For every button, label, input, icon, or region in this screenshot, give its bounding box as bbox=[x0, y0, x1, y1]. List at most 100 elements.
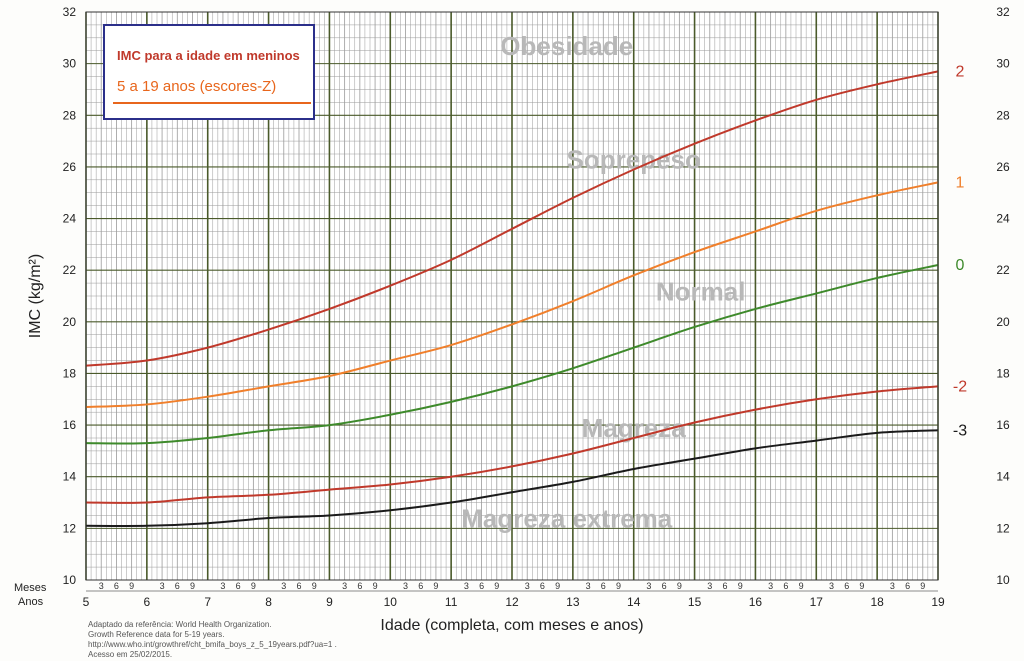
y-tick-label-right: 10 bbox=[996, 573, 1010, 587]
month-tick-label: 9 bbox=[190, 581, 195, 591]
y-tick-label: 14 bbox=[63, 470, 77, 484]
footnote-line: http://www.who.int/growthref/cht_bmifa_b… bbox=[88, 640, 337, 649]
plot-frame bbox=[85, 11, 939, 581]
month-tick-label: 6 bbox=[114, 581, 119, 591]
month-tick-label: 9 bbox=[373, 581, 378, 591]
x-axis-title: Idade (completa, com meses e anos) bbox=[380, 617, 643, 634]
month-tick-label: 3 bbox=[768, 581, 773, 591]
x-tick-label: 8 bbox=[265, 595, 272, 609]
region-label: Magreza extrema bbox=[461, 503, 673, 533]
x-tick-label: 17 bbox=[810, 595, 824, 609]
series-line bbox=[85, 70, 939, 367]
y-axis-title: IMC (kg/m²) bbox=[27, 254, 44, 338]
series-line bbox=[85, 429, 939, 527]
month-tick-label: 6 bbox=[662, 581, 667, 591]
month-tick-label: 6 bbox=[418, 581, 423, 591]
y-tick-label-right: 14 bbox=[996, 470, 1010, 484]
month-tick-label: 3 bbox=[707, 581, 712, 591]
y-tick-label: 32 bbox=[63, 5, 77, 19]
month-tick-label: 6 bbox=[357, 581, 362, 591]
region-label: Obesidade bbox=[500, 31, 633, 61]
y-tick-label-right: 28 bbox=[996, 108, 1010, 122]
footnote-line: Growth Reference data for 5-19 years. bbox=[88, 630, 225, 639]
series-label: 1 bbox=[956, 174, 965, 191]
month-tick-label: 6 bbox=[722, 581, 727, 591]
x-tick-label: 5 bbox=[83, 595, 90, 609]
month-tick-label: 3 bbox=[99, 581, 104, 591]
y-tick-label: 22 bbox=[63, 263, 77, 277]
series-line bbox=[85, 385, 939, 504]
month-tick-label: 3 bbox=[646, 581, 651, 591]
month-tick-label: 9 bbox=[677, 581, 682, 591]
month-tick-label: 9 bbox=[494, 581, 499, 591]
source-footnote: Adaptado da referência: World Health Org… bbox=[88, 620, 337, 660]
month-tick-label: 9 bbox=[251, 581, 256, 591]
month-tick-label: 6 bbox=[175, 581, 180, 591]
series-line bbox=[85, 264, 939, 445]
y-tick-label: 20 bbox=[63, 315, 77, 329]
month-tick-label: 6 bbox=[601, 581, 606, 591]
month-tick-label: 9 bbox=[799, 581, 804, 591]
month-tick-label: 6 bbox=[540, 581, 545, 591]
month-tick-label: 9 bbox=[616, 581, 621, 591]
month-tick-label: 6 bbox=[844, 581, 849, 591]
footnote-line: Acesso em 25/02/2015. bbox=[88, 650, 173, 659]
y-tick-label-right: 26 bbox=[996, 160, 1010, 174]
y-tick-label-right: 20 bbox=[996, 315, 1010, 329]
x-tick-label: 9 bbox=[326, 595, 333, 609]
month-tick-label: 3 bbox=[586, 581, 591, 591]
y-tick-label-right: 32 bbox=[996, 5, 1010, 19]
y-tick-label: 10 bbox=[63, 573, 77, 587]
month-tick-label: 9 bbox=[555, 581, 560, 591]
month-tick-label: 9 bbox=[738, 581, 743, 591]
chart-subtitle: 5 a 19 anos (escores-Z) bbox=[117, 78, 277, 95]
month-tick-label: 3 bbox=[829, 581, 834, 591]
month-tick-label: 6 bbox=[479, 581, 484, 591]
month-tick-label: 9 bbox=[433, 581, 438, 591]
chart-title: IMC para a idade em meninos bbox=[117, 48, 300, 63]
month-tick-label: 3 bbox=[403, 581, 408, 591]
y-tick-label: 24 bbox=[63, 212, 77, 226]
y-tick-label: 12 bbox=[63, 521, 77, 535]
x-tick-label: 14 bbox=[627, 595, 641, 609]
month-tick-label: 6 bbox=[905, 581, 910, 591]
x-tick-label: 15 bbox=[688, 595, 702, 609]
x-tick-label: 12 bbox=[505, 595, 519, 609]
y-tick-label-right: 22 bbox=[996, 263, 1010, 277]
month-tick-label: 6 bbox=[296, 581, 301, 591]
footnote-line: Adaptado da referência: World Health Org… bbox=[88, 620, 272, 629]
y-tick-label: 16 bbox=[63, 418, 77, 432]
x-tick-label: 16 bbox=[749, 595, 763, 609]
y-tick-label-right: 12 bbox=[996, 521, 1010, 535]
y-tick-label-right: 30 bbox=[996, 57, 1010, 71]
months-row-label: Meses bbox=[14, 582, 47, 594]
month-tick-label: 3 bbox=[525, 581, 530, 591]
y-tick-label: 30 bbox=[63, 57, 77, 71]
years-row-label: Anos bbox=[18, 596, 44, 608]
x-tick-label: 18 bbox=[870, 595, 884, 609]
month-tick-label: 3 bbox=[890, 581, 895, 591]
series-label: 0 bbox=[956, 257, 965, 274]
y-tick-label: 26 bbox=[63, 160, 77, 174]
x-tick-label: 13 bbox=[566, 595, 580, 609]
month-tick-label: 6 bbox=[783, 581, 788, 591]
series-label: -3 bbox=[953, 422, 967, 439]
month-tick-label: 3 bbox=[220, 581, 225, 591]
series-label: -2 bbox=[953, 378, 967, 395]
month-tick-label: 9 bbox=[920, 581, 925, 591]
series-line bbox=[85, 181, 939, 409]
series-label: 2 bbox=[956, 63, 965, 80]
y-tick-label: 28 bbox=[63, 108, 77, 122]
month-tick-label: 9 bbox=[859, 581, 864, 591]
x-tick-label: 10 bbox=[384, 595, 398, 609]
month-tick-label: 3 bbox=[342, 581, 347, 591]
y-tick-label-right: 24 bbox=[996, 212, 1010, 226]
chart-title-box: IMC para a idade em meninos 5 a 19 anos … bbox=[103, 24, 315, 120]
y-tick-label-right: 16 bbox=[996, 418, 1010, 432]
x-tick-label: 7 bbox=[204, 595, 211, 609]
y-tick-label-right: 18 bbox=[996, 366, 1010, 380]
month-tick-label: 3 bbox=[464, 581, 469, 591]
x-tick-label: 11 bbox=[445, 595, 458, 609]
